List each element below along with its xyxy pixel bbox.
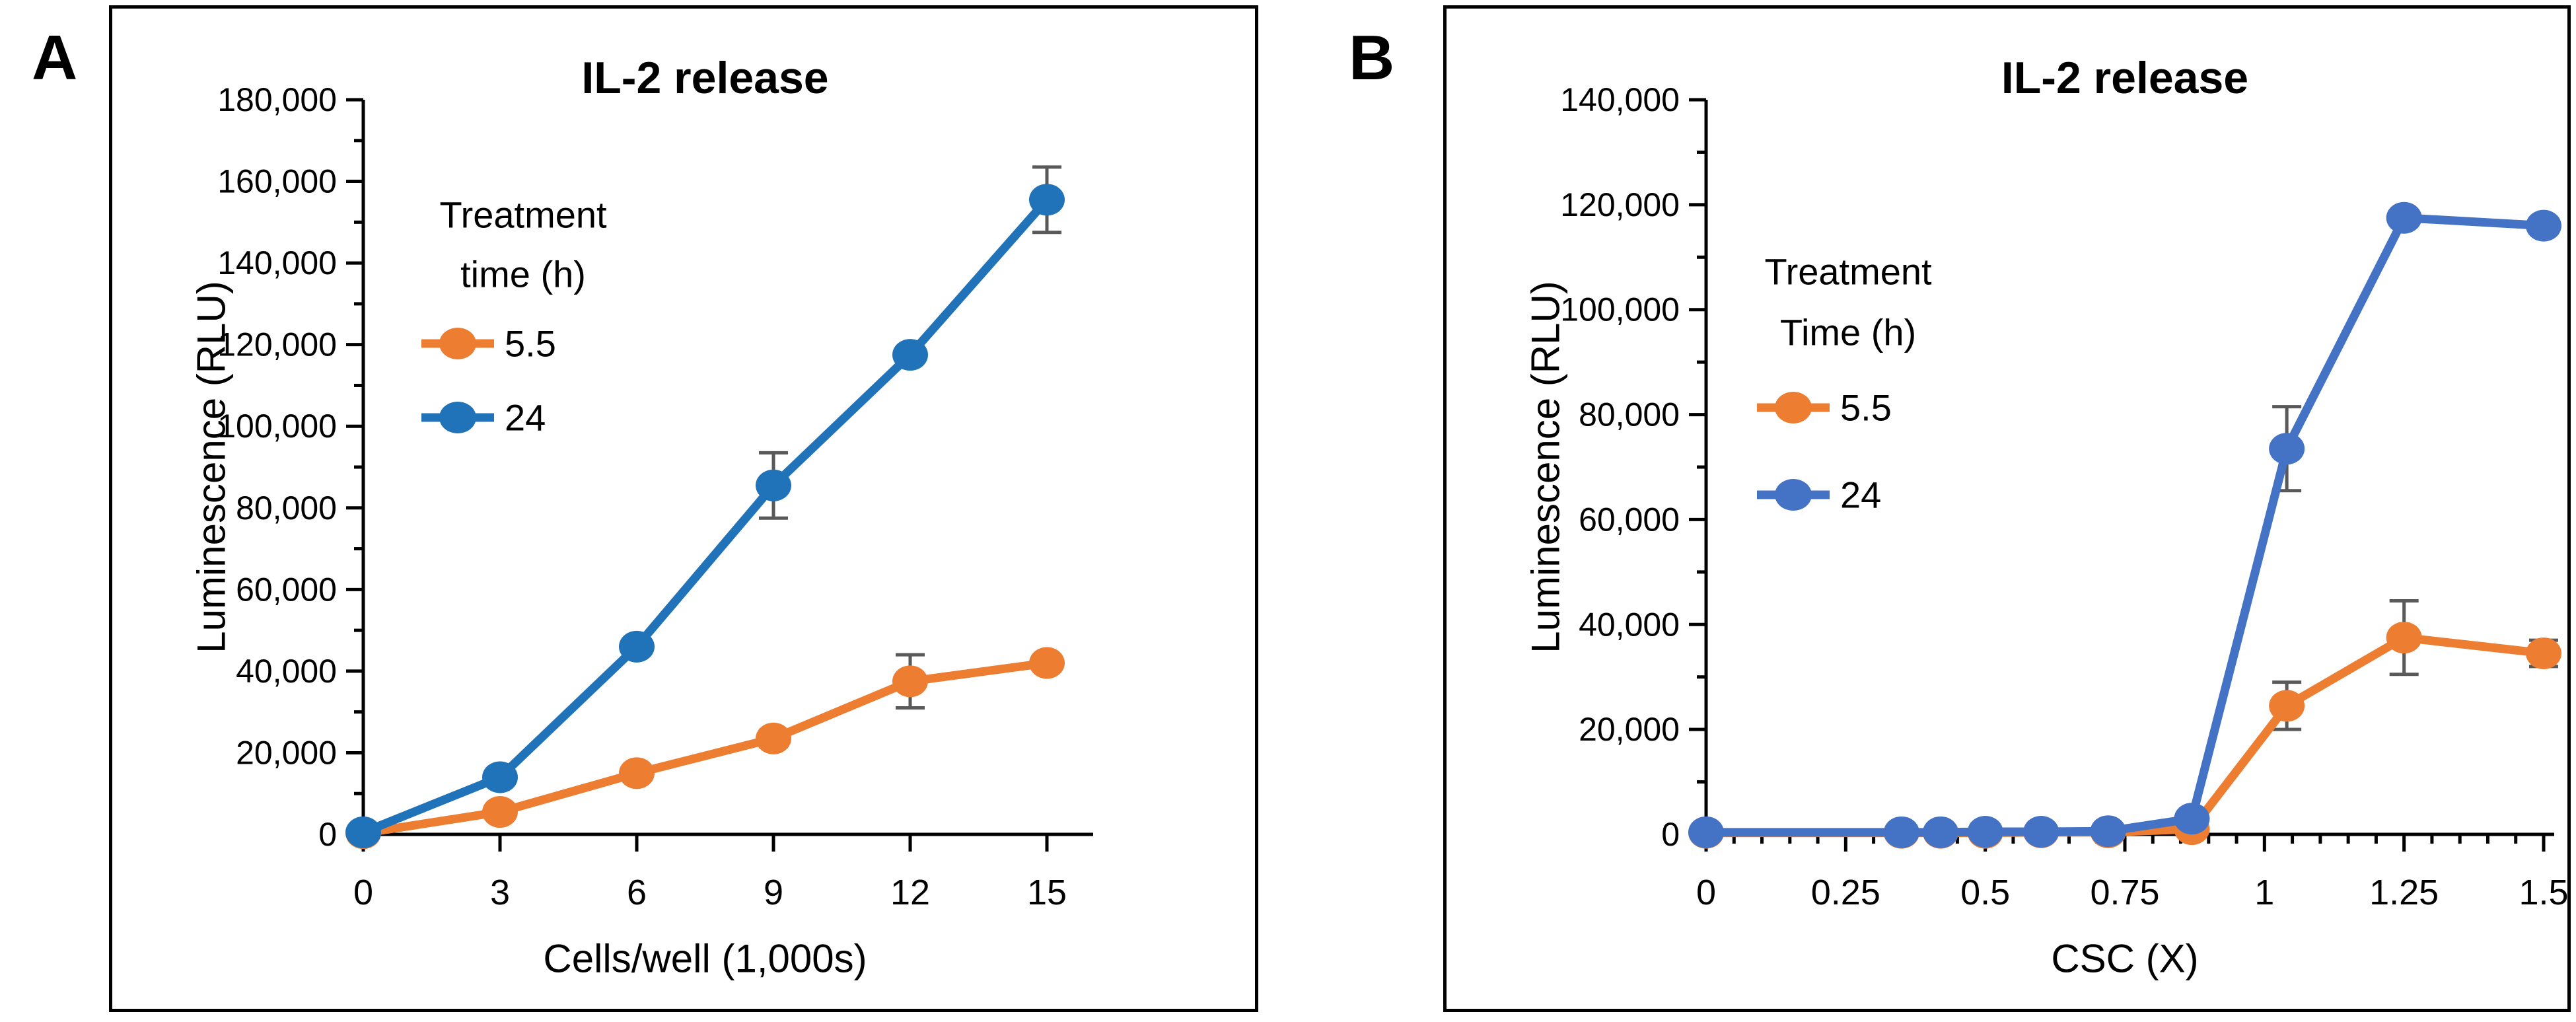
x-tick-label: 1.5: [2519, 873, 2567, 912]
legend-marker-dot: [439, 328, 476, 359]
y-tick-label: 0: [318, 816, 337, 853]
series-24: [1688, 201, 2561, 848]
series-line: [1706, 633, 2544, 838]
x-tick-label: 15: [1027, 873, 1067, 912]
x-tick-label: 1.25: [2369, 873, 2439, 912]
axes: [1704, 100, 2554, 836]
y-tick-label: 40,000: [1579, 606, 1680, 643]
legend-title: Treatment: [1764, 251, 1932, 293]
data-point: [2386, 622, 2422, 654]
y-tick-label: 160,000: [217, 163, 337, 200]
error-bars: [2272, 599, 2558, 731]
x-axis-ticks: 0 0.25 0.5 0.75 1 1.25 1.5: [1696, 834, 2567, 912]
y-axis-title: Luminescence (RLU): [190, 281, 234, 653]
x-tick-label: 9: [764, 873, 783, 912]
y-tick-label: 20,000: [1579, 711, 1680, 748]
chart-title: IL-2 release: [581, 53, 828, 103]
data-point: [2526, 209, 2561, 242]
data-point: [2174, 803, 2210, 835]
x-tick-label: 6: [627, 873, 647, 912]
series-line: [363, 659, 1048, 838]
y-tick-label: 60,000: [1579, 501, 1680, 538]
data-point: [1883, 816, 1919, 848]
panel-b-plot: 0 20,000 40,000 60,000 80,000 100,000 120,000 1…: [1524, 53, 2568, 981]
y-tick-label: 120,000: [1560, 186, 1680, 223]
x-tick-label: 3: [490, 873, 510, 912]
legend-title: Treatment: [439, 194, 607, 236]
x-tick-label: 0.75: [2090, 873, 2159, 912]
y-tick-label: 80,000: [236, 490, 337, 527]
x-tick-label: 0: [1696, 873, 1716, 912]
data-point: [2023, 816, 2059, 848]
data-point: [1029, 647, 1065, 679]
y-tick-label: 180,000: [217, 81, 337, 118]
series-line: [361, 197, 1050, 836]
legend-marker-dot: [439, 402, 476, 433]
x-tick-label: 1: [2254, 873, 2274, 912]
y-tick-label: 100,000: [1560, 291, 1680, 328]
data-point: [892, 665, 928, 698]
x-axis-title: CSC (X): [2051, 937, 2198, 981]
data-point: [2269, 433, 2305, 465]
legend-marker-dot: [1775, 479, 1812, 511]
y-tick-label: 0: [1661, 816, 1680, 853]
y-tick-label: 60,000: [236, 571, 337, 608]
legend-entry-label: 24: [505, 397, 546, 439]
x-tick-label: 0: [353, 873, 373, 912]
panel-a-chart: 0 20,000 40,000 60,000 80,000 100,000 120,000 1…: [109, 5, 1258, 1012]
x-tick-label: 0.5: [1960, 873, 2010, 912]
x-tick-label: 0.25: [1811, 873, 1880, 912]
legend-marker-dot: [1775, 392, 1812, 423]
series-5.5: [1688, 599, 2561, 849]
series-line: [1706, 213, 2544, 837]
data-point: [482, 796, 518, 828]
data-point: [1967, 816, 2003, 848]
legend: Treatment time (h) 5.5 24: [421, 194, 607, 439]
y-tick-label: 120,000: [217, 326, 337, 363]
y-tick-label: 140,000: [1560, 81, 1680, 118]
panel-a-plot: 0 20,000 40,000 60,000 80,000 100,000 120,000 1…: [190, 53, 1093, 981]
y-tick-label: 100,000: [217, 408, 337, 445]
panel-a-label: A: [32, 22, 78, 93]
x-axis-title: Cells/well (1,000s): [543, 937, 867, 981]
y-tick-label: 80,000: [1579, 396, 1680, 433]
legend: Treatment Time (h) 5.5 24: [1757, 251, 1932, 516]
panel-b-chart: 0 20,000 40,000 60,000 80,000 100,000 120,000 1…: [1443, 5, 2571, 1012]
legend-entry-label: 24: [1840, 474, 1881, 516]
y-tick-label: 20,000: [236, 734, 337, 771]
legend-title: time (h): [460, 254, 586, 295]
panel-b-label: B: [1349, 22, 1395, 93]
y-axis-title: Luminescence (RLU): [1524, 281, 1568, 653]
series-24: [345, 165, 1065, 848]
data-point: [1029, 184, 1065, 216]
legend-entry-label: 5.5: [505, 323, 556, 365]
data-point: [1923, 816, 1959, 848]
data-point: [756, 469, 791, 501]
data-point: [2526, 637, 2561, 669]
chart-title: IL-2 release: [2001, 53, 2248, 103]
data-point: [345, 816, 381, 848]
data-point: [2090, 815, 2126, 848]
y-axis-ticks: 0 20,000 40,000 60,000 80,000 100,000 120,000 1…: [1560, 81, 1706, 853]
x-tick-label: 12: [890, 873, 930, 912]
legend-entry-label: 5.5: [1840, 387, 1892, 429]
data-point: [619, 757, 655, 789]
series-5.5: [345, 647, 1065, 850]
data-point: [2386, 201, 2422, 234]
y-tick-label: 40,000: [236, 653, 337, 690]
data-point: [892, 339, 928, 371]
data-point: [2269, 690, 2305, 722]
data-point: [619, 630, 655, 663]
legend-title: Time (h): [1780, 312, 1916, 353]
x-axis-ticks: 0 3 6 9 12 15: [353, 834, 1067, 912]
y-axis-ticks: 0 20,000 40,000 60,000 80,000 100,000 120,000 1…: [217, 81, 363, 853]
y-tick-label: 140,000: [217, 244, 337, 281]
data-point: [482, 761, 518, 793]
data-point: [756, 722, 791, 754]
data-point: [1688, 816, 1724, 848]
